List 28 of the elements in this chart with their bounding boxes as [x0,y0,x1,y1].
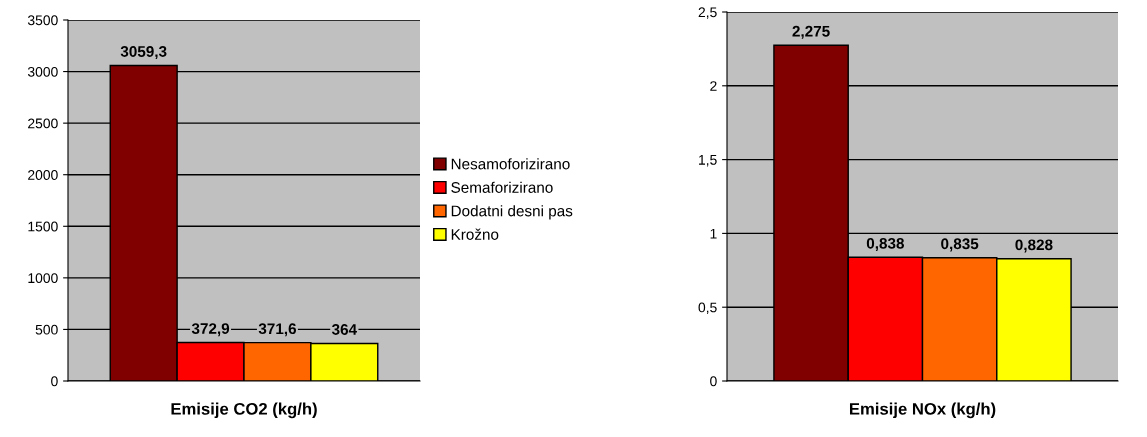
data-label: 372,9 [191,323,230,337]
data-label: 3059,3 [120,46,167,60]
legend-label: Nesamoforizirano [451,158,570,170]
y-tick-label: 1500 [28,221,58,232]
y-tick-label: 0 [710,376,717,387]
y-tick-label: 3500 [27,15,58,26]
data-label: 0,828 [1015,239,1053,253]
y-tick-label: 2500 [28,118,58,129]
y-tick-label: 1 [710,228,717,239]
legend-label: Dodatni desni pas [451,205,573,220]
y-tick-label: 500 [35,324,58,335]
data-label: 371,6 [258,323,297,337]
y-tick-label: 1,5 [699,155,717,167]
y-tick-label: 2000 [28,170,58,180]
data-label: 0,838 [866,237,904,251]
y-tick-label: 2,5 [698,7,717,19]
y-tick-label: 1000 [28,273,58,284]
x-axis-title: Emisije NOx (kg/h) [849,402,996,419]
data-label: 2,275 [792,25,830,39]
y-tick-label: 0 [51,376,58,387]
y-tick-label: 3000 [27,66,58,77]
legend-label: Krožno [451,228,499,240]
x-axis-title: Emisije CO2 (kg/h) [171,402,317,419]
y-tick-label: 0,5 [698,302,717,315]
legend-label: Semaforizirano [451,181,553,193]
data-label: 364 [331,324,357,335]
y-tick-label: 2 [710,81,717,91]
data-label: 0,835 [941,238,979,252]
